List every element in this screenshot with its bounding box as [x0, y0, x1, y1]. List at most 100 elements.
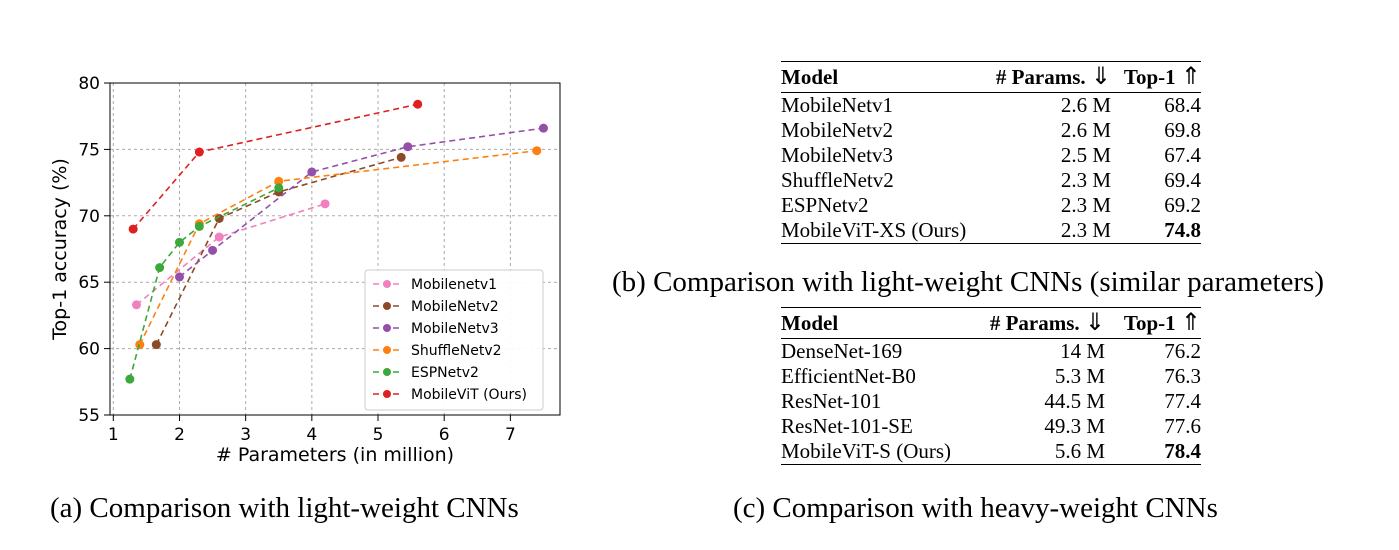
up-arrow-icon: ⇑	[1180, 310, 1201, 336]
cell-model: MobileNetv1	[781, 93, 893, 117]
cell-params: 2.3 M	[1060, 168, 1111, 192]
table-c-header-row: Model # Params. ⇓ Top-1 ⇑	[781, 307, 1201, 339]
cell-model: MobileViT-S (Ours)	[781, 439, 952, 463]
cell-params: 2.6 M	[1060, 93, 1111, 117]
series-4	[125, 183, 284, 384]
table-b-body: MobileNetv1 2.6 M 68.4 MobileNetv2 2.6 M 69.8…	[781, 93, 1201, 244]
legend-label: MobileNetv3	[411, 321, 499, 337]
caption-b: (b) Comparison with light-weight CNNs (s…	[612, 266, 1324, 298]
data-point	[320, 199, 330, 209]
data-point	[532, 146, 542, 156]
cell-model: DenseNet-169	[781, 339, 903, 363]
cell-params: 14 M	[1060, 339, 1105, 363]
cell-top1: 77.6	[1164, 414, 1201, 438]
cell-top1: 77.4	[1164, 389, 1201, 413]
y-tick-label: 65	[78, 273, 100, 293]
header-top1-label: Top-1	[1123, 65, 1176, 89]
legend-swatch-marker	[383, 346, 391, 354]
header-top1: Top-1 ⇑	[1105, 308, 1201, 339]
legend-swatch-marker	[383, 302, 391, 310]
header-params: # Params. ⇓	[971, 308, 1105, 339]
data-point	[125, 374, 135, 384]
down-arrow-icon: ⇓	[1090, 64, 1111, 90]
cell-params: 49.3 M	[1044, 414, 1105, 438]
table-heavy-weight: Model # Params. ⇓ Top-1 ⇑ DenseNet-169 14…	[781, 307, 1201, 465]
data-point	[155, 263, 165, 273]
series-line	[129, 187, 280, 380]
cell-params: 2.5 M	[1060, 143, 1111, 167]
cell-params: 2.6 M	[1060, 118, 1111, 142]
legend-swatch-marker	[383, 280, 391, 288]
series-line	[135, 203, 326, 306]
legend-label: MobileNetv2	[411, 299, 499, 315]
cell-model: MobileViT-XS (Ours)	[781, 218, 967, 242]
table-row: ResNet-101 44.5 M 77.4	[781, 389, 1201, 414]
legend-swatch-marker	[383, 368, 391, 376]
data-point	[274, 176, 284, 186]
cell-top1: 69.4	[1164, 168, 1201, 192]
data-point	[194, 221, 204, 231]
y-axis-label: Top-1 accuracy (%)	[49, 158, 71, 341]
cell-model: EfficientNet-B0	[781, 364, 916, 388]
accuracy-vs-params-chart: 1 2 3 4 5 6 7 55 60 65 70 75 80 # Parameters (in mil…	[49, 74, 561, 466]
legend-swatch-marker	[383, 324, 391, 332]
x-tick-label: 1	[108, 425, 119, 445]
series-0	[131, 199, 330, 310]
cell-top1: 76.2	[1164, 339, 1201, 363]
table-row: MobileNetv1 2.6 M 68.4	[781, 93, 1201, 119]
x-tick-label: 7	[505, 425, 516, 445]
legend-box	[364, 269, 544, 411]
data-point	[538, 123, 548, 133]
data-point	[131, 300, 141, 310]
table-row: ShuffleNetv2 2.3 M 69.4	[781, 168, 1201, 193]
series-line	[139, 149, 537, 345]
down-arrow-icon: ⇓	[1084, 310, 1105, 336]
caption-a: (a) Comparison with light-weight CNNs	[50, 492, 519, 524]
data-point	[396, 152, 406, 162]
legend-label: ShuffleNetv2	[411, 343, 502, 359]
data-point	[403, 142, 413, 152]
header-top1-label: Top-1	[1123, 311, 1176, 335]
cell-model: MobileNetv2	[781, 118, 893, 142]
caption-c: (c) Comparison with heavy-weight CNNs	[733, 492, 1218, 524]
header-params-label: # Params.	[995, 65, 1086, 89]
header-model: Model	[781, 311, 839, 335]
chart-series	[125, 99, 548, 384]
series-line	[132, 103, 418, 230]
plot-frame	[109, 82, 561, 416]
table-row: MobileViT-XS (Ours) 2.3 M 74.8	[781, 218, 1201, 244]
series-line	[155, 156, 402, 345]
data-point	[214, 213, 224, 223]
y-tick-label: 70	[78, 207, 100, 227]
table-row: MobileViT-S (Ours) 5.6 M 78.4	[781, 439, 1201, 465]
data-point	[128, 224, 138, 234]
cell-params: 44.5 M	[1044, 389, 1105, 413]
cell-model: MobileNetv3	[781, 143, 893, 167]
header-model: Model	[781, 65, 839, 89]
legend-swatch-marker	[383, 390, 391, 398]
series-1	[151, 152, 406, 350]
table-c-body: DenseNet-169 14 M 76.2 EfficientNet-B0 5.3 M…	[781, 339, 1201, 465]
data-point	[174, 237, 184, 247]
x-tick-label: 3	[240, 425, 251, 445]
x-tick-label: 5	[373, 425, 384, 445]
cell-params: 2.3 M	[1060, 218, 1111, 242]
y-tick-label: 80	[78, 74, 100, 94]
series-line	[178, 127, 544, 278]
y-tick-label: 60	[78, 340, 100, 360]
x-axis-label: # Parameters (in million)	[216, 444, 454, 466]
cell-top1: 76.3	[1164, 364, 1201, 388]
chart-axes: 1 2 3 4 5 6 7 55 60 65 70 75 80	[78, 74, 515, 445]
table-row: ResNet-101-SE 49.3 M 77.6	[781, 414, 1201, 439]
table-row: MobileNetv3 2.5 M 67.4	[781, 143, 1201, 168]
cell-params: 2.3 M	[1060, 193, 1111, 217]
cell-params: 5.3 M	[1054, 364, 1105, 388]
table-light-weight: Model # Params. ⇓ Top-1 ⇑ MobileNetv1 2.6…	[781, 61, 1201, 244]
x-tick-label: 4	[306, 425, 317, 445]
data-point	[151, 340, 161, 350]
legend-label: MobileViT (Ours)	[411, 387, 527, 403]
cell-top1: 78.4	[1164, 439, 1201, 463]
table-row: MobileNetv2 2.6 M 69.8	[781, 118, 1201, 143]
x-tick-label: 6	[439, 425, 450, 445]
legend-label: Mobilenetv1	[411, 277, 497, 293]
